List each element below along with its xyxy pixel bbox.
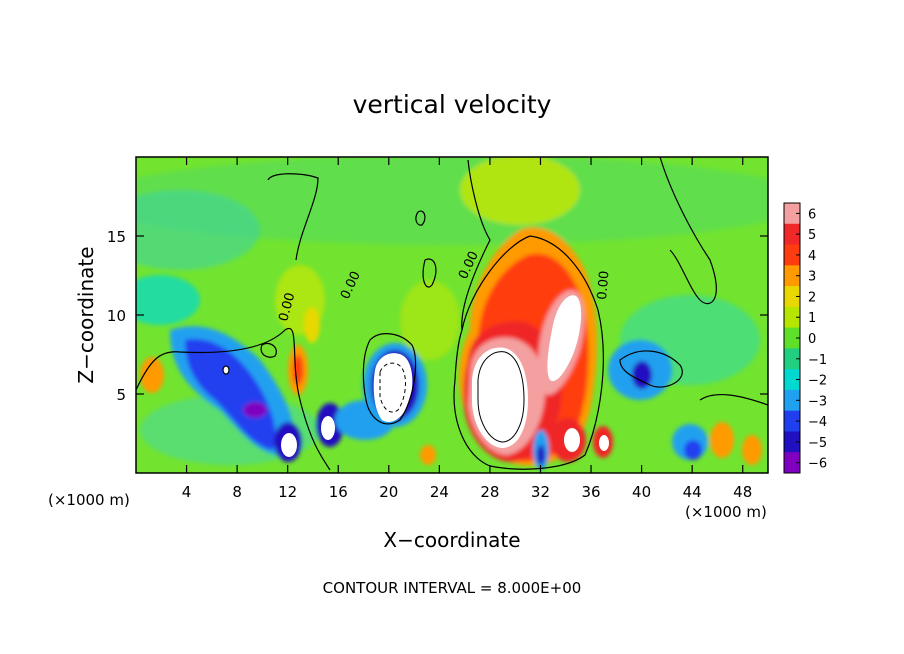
colorbar-swatch bbox=[784, 452, 800, 474]
colorbar-label: 6 bbox=[808, 207, 816, 222]
contour-x20 bbox=[362, 333, 417, 425]
colorbar-label: −1 bbox=[808, 353, 827, 368]
contour-right-lower bbox=[619, 350, 683, 388]
colorbar-label: −4 bbox=[808, 415, 827, 430]
left-cyan-region bbox=[136, 275, 200, 325]
colorbar-swatch bbox=[784, 389, 800, 412]
x-axis-unit-right: (×1000 m) bbox=[685, 503, 767, 521]
colorbar-label: 2 bbox=[808, 290, 816, 305]
colorbar-swatch bbox=[784, 410, 800, 432]
contour-island-2 bbox=[415, 210, 426, 226]
x-tick-label: 20 bbox=[379, 483, 398, 501]
x-tick-label: 32 bbox=[531, 483, 550, 501]
x-tick-label: 48 bbox=[733, 483, 752, 501]
colorbar-label: −2 bbox=[808, 374, 827, 389]
downdraft-x16-white-core bbox=[321, 416, 335, 440]
colorbar-swatch bbox=[784, 348, 800, 370]
colorbar-swatch bbox=[784, 244, 800, 266]
x-tick-label: 24 bbox=[430, 483, 449, 501]
contour-interval-note: CONTOUR INTERVAL = 8.000E+00 bbox=[323, 579, 582, 597]
left-downdraft-max bbox=[243, 402, 267, 418]
contour-island-3 bbox=[260, 342, 277, 358]
x-axis-unit-left: (×1000 m) bbox=[48, 491, 130, 509]
colorbar: 6 5 4 3 2 1 0 −1 −2 −3 −4 −5 −6 bbox=[783, 202, 827, 474]
colorbar-label: 0 bbox=[808, 332, 816, 347]
contour-x28-top bbox=[461, 159, 491, 331]
plot-area: 0.00 0.00 0.00 0.00 bbox=[136, 157, 768, 473]
colorbar-label: −6 bbox=[808, 457, 827, 472]
colorbar-label: 3 bbox=[808, 270, 816, 285]
downdraft-x40-core bbox=[632, 361, 652, 389]
colorbar-label: −3 bbox=[808, 394, 827, 409]
updraft-x32-white-core bbox=[564, 428, 580, 452]
colorbar-swatch bbox=[784, 265, 800, 287]
colorbar-swatch bbox=[784, 286, 800, 308]
contour-left-lower bbox=[136, 327, 331, 471]
contour-label-1: 0.00 bbox=[276, 291, 298, 323]
y-axis-ticks: 5 10 15 bbox=[107, 228, 768, 404]
colorbar-label: 5 bbox=[808, 228, 816, 243]
center-yellow bbox=[400, 280, 460, 360]
x-axis-ticks: 4 8 12 16 20 24 28 32 36 40 44 48 bbox=[182, 157, 752, 501]
top-center-yellow bbox=[460, 157, 580, 225]
x-tick-label: 12 bbox=[278, 483, 297, 501]
colorbar-swatch bbox=[784, 203, 800, 225]
left-downdraft-core bbox=[185, 339, 276, 450]
chart-title: vertical velocity bbox=[353, 90, 552, 119]
x-tick-label: 40 bbox=[632, 483, 651, 501]
downdraft-x8-white-core bbox=[223, 366, 229, 374]
updraft-x13-upper bbox=[304, 307, 320, 343]
updraft-x24 bbox=[420, 445, 436, 465]
upper-updraft-white-core bbox=[547, 295, 582, 382]
colorbar-swatch bbox=[784, 306, 800, 329]
contour-x8-core bbox=[222, 365, 230, 375]
x-tick-label: 8 bbox=[232, 483, 242, 501]
colorbar-swatch bbox=[784, 327, 800, 349]
downdraft-x32-core bbox=[537, 445, 545, 465]
y-tick-label: 15 bbox=[107, 228, 126, 246]
contour-main-updraft bbox=[453, 235, 604, 470]
contour-bottom-right bbox=[699, 394, 768, 406]
upper-left-cyan-region bbox=[136, 190, 260, 270]
downdraft-x44-core bbox=[684, 440, 702, 460]
updraft-x35-white-core bbox=[599, 435, 609, 451]
contour-left-upper bbox=[267, 173, 319, 261]
upper-calm-band bbox=[136, 157, 768, 245]
contour-right-tongue bbox=[659, 157, 717, 305]
x-tick-label: 16 bbox=[329, 483, 348, 501]
x-tick-label: 28 bbox=[480, 483, 499, 501]
strong-updraft-contours bbox=[477, 351, 525, 443]
y-tick-label: 5 bbox=[116, 386, 126, 404]
y-tick-label: 10 bbox=[107, 307, 126, 325]
main-updraft-white-core bbox=[472, 347, 528, 448]
updraft-lower-right bbox=[710, 422, 734, 458]
colorbar-label: −5 bbox=[808, 436, 827, 451]
updraft-lower-right-2 bbox=[742, 435, 762, 465]
x-axis-label: X−coordinate bbox=[383, 528, 520, 552]
contour-updraft-core bbox=[477, 351, 525, 443]
x-tick-label: 4 bbox=[182, 483, 192, 501]
contour-island-1 bbox=[422, 258, 437, 288]
contour-downdraft-x20 bbox=[379, 362, 406, 413]
colorbar-swatch bbox=[784, 223, 800, 246]
downdraft-x12-white-core bbox=[281, 433, 297, 457]
colorbar-label: 4 bbox=[808, 249, 816, 264]
downdraft-contours bbox=[379, 362, 406, 413]
colorbar-label: 1 bbox=[808, 311, 816, 326]
contour-label-4: 0.00 bbox=[595, 270, 612, 300]
y-axis-label: Z−coordinate bbox=[74, 246, 98, 383]
updraft-left-edge bbox=[140, 357, 164, 393]
x-tick-label: 44 bbox=[683, 483, 702, 501]
x-tick-label: 36 bbox=[581, 483, 600, 501]
colorbar-swatch bbox=[784, 369, 800, 391]
colorbar-swatch bbox=[784, 431, 800, 453]
zero-contours bbox=[136, 157, 768, 471]
